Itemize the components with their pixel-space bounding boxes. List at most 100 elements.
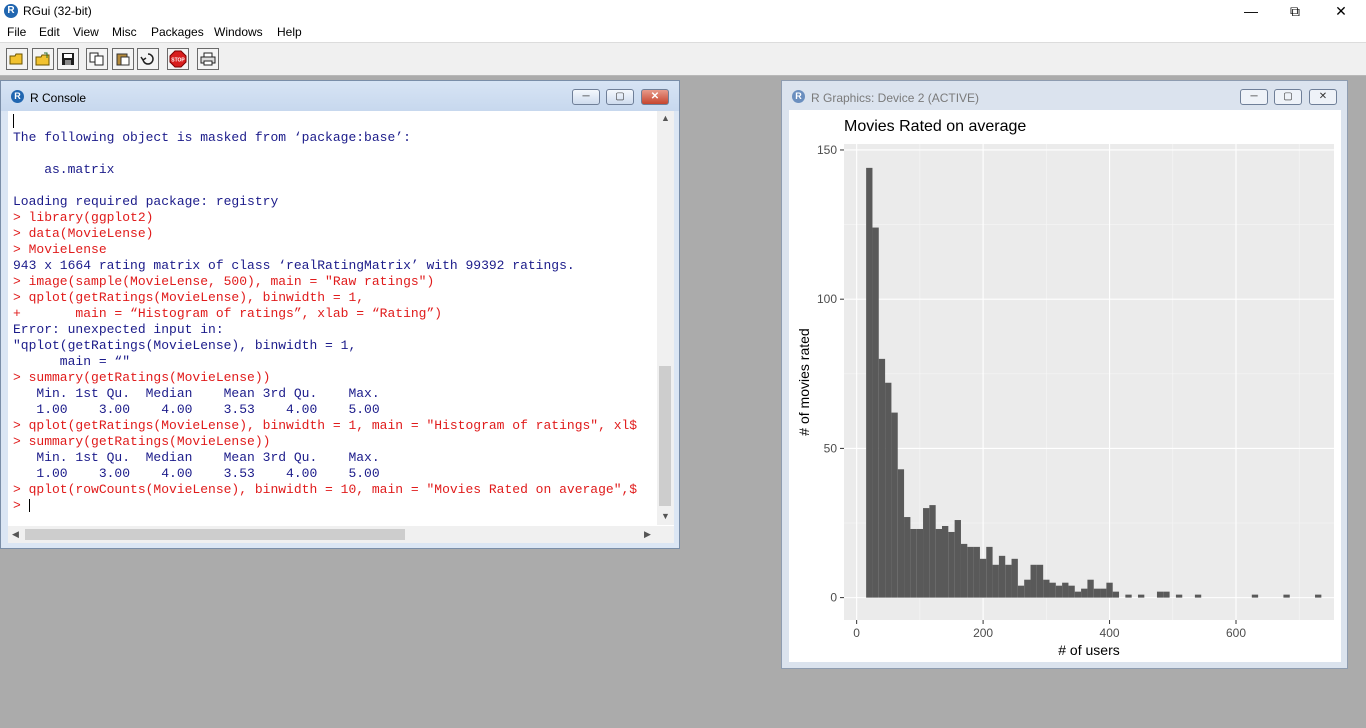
console-output-line: 943 x 1664 rating matrix of class ‘realR… <box>13 258 575 273</box>
console-input-line: > qplot(rowCounts(MovieLense), binwidth … <box>13 482 638 497</box>
menu-windows[interactable]: Windows <box>214 25 263 39</box>
menu-bar: File Edit View Misc Packages Windows Hel… <box>0 22 1366 42</box>
console-input-line: > data(MovieLense) <box>13 226 154 241</box>
load-workspace-icon[interactable] <box>32 48 54 70</box>
histogram-bar <box>904 517 911 598</box>
close-button[interactable]: ✕ <box>1335 3 1347 19</box>
graphics-restore-button[interactable]: ▢ <box>1274 89 1302 105</box>
console-output-line: "qplot(getRatings(MovieLense), binwidth … <box>13 338 357 353</box>
histogram-bar <box>1030 564 1037 598</box>
console-output-line: 1.00 3.00 4.00 3.53 4.00 5.00 <box>13 466 380 481</box>
save-icon[interactable] <box>57 48 79 70</box>
scroll-down-icon[interactable]: ▼ <box>661 511 670 521</box>
histogram-bar <box>986 546 993 598</box>
console-input-line: > qplot(getRatings(MovieLense), binwidth… <box>13 290 365 305</box>
console-title: R Console <box>30 91 87 105</box>
menu-packages[interactable]: Packages <box>151 25 204 39</box>
histogram-bar <box>878 358 886 598</box>
histogram-bar <box>897 469 905 598</box>
minimize-button[interactable]: — <box>1244 3 1258 19</box>
paste-icon[interactable] <box>112 48 134 70</box>
maximize-button[interactable]: ⧉ <box>1290 3 1300 19</box>
histogram-bar <box>1106 582 1113 598</box>
graphics-title: R Graphics: Device 2 (ACTIVE) <box>811 91 980 105</box>
histogram-bar <box>1081 588 1088 598</box>
histogram-bar <box>1251 594 1259 598</box>
histogram-bar <box>1011 558 1018 598</box>
histogram-bar <box>973 546 980 598</box>
x-axis-label: # of users <box>1058 642 1119 658</box>
menu-help[interactable]: Help <box>277 25 302 39</box>
console-output[interactable]: The following object is masked from ‘pac… <box>8 111 674 543</box>
histogram-bar <box>929 505 936 598</box>
console-input-line: > image(sample(MovieLense, 500), main = … <box>13 274 435 289</box>
r-console-window: R R Console ─ ▢ ✕ The following object i… <box>0 80 680 549</box>
console-output-line: 1.00 3.00 4.00 3.53 4.00 5.00 <box>13 402 380 417</box>
console-text[interactable]: The following object is masked from ‘pac… <box>13 114 655 519</box>
histogram-bar <box>935 528 942 598</box>
histogram-bar <box>948 531 955 598</box>
console-caption: R R Console ─ ▢ ✕ <box>1 81 679 111</box>
histogram-bar <box>1315 594 1322 598</box>
copy-icon[interactable] <box>86 48 108 70</box>
menu-misc[interactable]: Misc <box>112 25 137 39</box>
histogram-plot: 0 50 100 150 0 200 400 600 Movies Rated on avera… <box>796 118 1334 658</box>
r-logo-icon: R <box>11 90 24 103</box>
console-input-line: > summary(getRatings(MovieLense)) <box>13 370 271 385</box>
histogram-bar <box>1093 588 1101 598</box>
r-graphics-window: R R Graphics: Device 2 (ACTIVE) ─ ▢ ✕ 0 5… <box>781 80 1348 669</box>
histogram-bar <box>1055 585 1063 598</box>
histogram-bar <box>1036 564 1044 598</box>
y-tick-label: 150 <box>817 143 837 157</box>
menu-edit[interactable]: Edit <box>39 25 60 39</box>
x-tick-label: 200 <box>973 626 993 640</box>
console-input-line: + main = “Histogram of ratings”, xlab = … <box>13 306 443 321</box>
console-minimize-button[interactable]: ─ <box>572 89 600 105</box>
scrollbar-thumb[interactable] <box>25 529 405 540</box>
console-output-line <box>13 114 655 130</box>
graphics-minimize-button[interactable]: ─ <box>1240 89 1268 105</box>
histogram-bar <box>1024 579 1031 598</box>
histogram-bar <box>1125 594 1132 598</box>
menu-view[interactable]: View <box>73 25 99 39</box>
x-tick-label: 600 <box>1226 626 1246 640</box>
histogram-bar <box>998 555 1006 598</box>
console-restore-button[interactable]: ▢ <box>606 89 634 105</box>
open-script-icon[interactable] <box>6 48 28 70</box>
toolbar: STOP <box>0 42 1366 76</box>
menu-file[interactable]: File <box>7 25 27 39</box>
copy-paste-icon[interactable] <box>137 48 159 70</box>
print-icon[interactable] <box>197 48 219 70</box>
scrollbar-thumb[interactable] <box>659 366 671 506</box>
histogram-bar <box>967 546 974 598</box>
histogram-bar <box>992 564 999 598</box>
histogram-bar <box>1283 594 1290 598</box>
horizontal-scrollbar[interactable]: ◀ ▶ <box>8 526 674 543</box>
histogram-bar <box>1175 594 1183 598</box>
scroll-right-icon[interactable]: ▶ <box>644 529 651 539</box>
chart-title: Movies Rated on average <box>844 118 1026 135</box>
x-tick-label: 400 <box>1100 626 1120 640</box>
stop-label: STOP <box>171 58 185 64</box>
stop-button[interactable]: STOP <box>167 48 189 70</box>
histogram-bar <box>1017 585 1025 598</box>
histogram-bar <box>1156 591 1164 598</box>
histogram-bar <box>923 508 930 598</box>
y-axis-label: # of movies rated <box>796 328 812 435</box>
console-input-line: > <box>13 498 30 513</box>
r-logo-icon: R <box>4 4 18 18</box>
console-close-button[interactable]: ✕ <box>641 89 669 105</box>
vertical-scrollbar[interactable]: ▲ ▼ <box>657 111 674 525</box>
scroll-left-icon[interactable]: ◀ <box>12 529 19 539</box>
histogram-bar <box>1100 588 1107 598</box>
histogram-bar <box>979 558 987 598</box>
console-input-line: > library(ggplot2) <box>13 210 154 225</box>
graphics-close-button[interactable]: ✕ <box>1309 89 1337 105</box>
histogram-bar <box>1005 564 1012 598</box>
histogram-bar <box>1062 582 1069 598</box>
console-output-line <box>13 146 655 162</box>
histogram-bar <box>885 382 892 598</box>
histogram-bar <box>954 520 961 598</box>
r-logo-icon: R <box>792 90 805 103</box>
scroll-up-icon[interactable]: ▲ <box>661 113 670 123</box>
